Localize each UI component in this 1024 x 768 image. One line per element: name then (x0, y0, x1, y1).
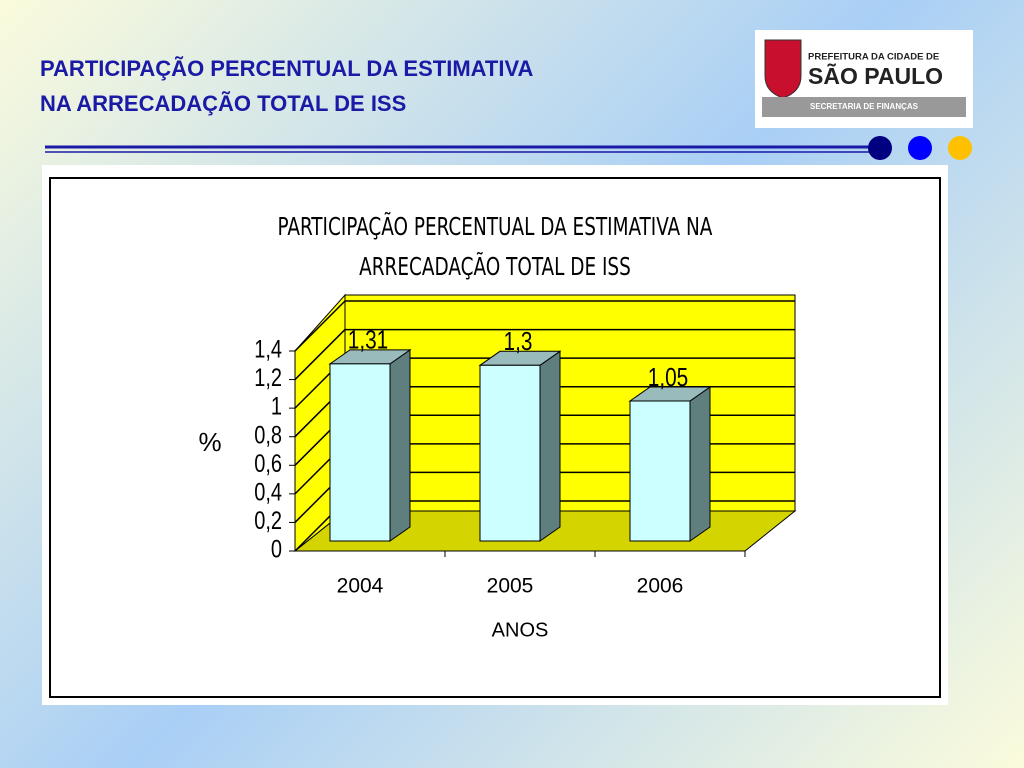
dot (948, 136, 972, 160)
back-wall (344, 294, 796, 512)
y-tick-label: 0 (271, 536, 282, 564)
dot (868, 136, 892, 160)
logo-shield (764, 39, 802, 99)
bar (329, 363, 391, 542)
y-axis-label: % (198, 427, 221, 457)
bar-side (539, 350, 561, 542)
dot (908, 136, 932, 160)
y-tick-label: 0,6 (254, 450, 282, 478)
logo-text: SECRETARIA DE FINANÇAS (810, 102, 919, 111)
x-axis-label: ANOS (492, 619, 549, 641)
logo: PREFEITURA DA CIDADE DE SÃO PAULO SECRET… (755, 30, 973, 128)
value-label: 1,3 (504, 327, 533, 356)
chart-title: PARTICIPAÇÃO PERCENTUAL DA ESTIMATIVA NA (278, 211, 713, 242)
value-label: 1,31 (348, 326, 388, 355)
bar (629, 400, 691, 542)
y-tick-label: 0,4 (254, 478, 282, 506)
bar-side (689, 386, 711, 542)
y-tick-label: 0,8 (254, 421, 282, 449)
y-tick-label: 1,2 (254, 364, 282, 392)
x-tick-label: 2006 (637, 575, 684, 598)
x-tick-label: 2004 (337, 575, 384, 598)
x-tick-label: 2005 (487, 575, 534, 598)
bar (479, 364, 541, 542)
y-tick-label: 1 (271, 393, 282, 421)
logo-text: PREFEITURA DA CIDADE DE (808, 52, 939, 63)
slide-title: NA ARRECADAÇÃO TOTAL DE ISS (40, 91, 406, 116)
grid-line (294, 300, 346, 352)
value-label: 1,05 (648, 363, 688, 392)
y-tick-label: 0,2 (254, 507, 282, 535)
logo-text: SÃO PAULO (808, 62, 943, 89)
chart-title: ARRECADAÇÃO TOTAL DE ISS (359, 251, 631, 282)
grid-line (294, 329, 346, 381)
slide-title: PARTICIPAÇÃO PERCENTUAL DA ESTIMATIVA (40, 56, 533, 81)
bar-side (389, 348, 411, 542)
y-tick-label: 1,4 (254, 336, 282, 364)
logo-bar (762, 97, 966, 117)
